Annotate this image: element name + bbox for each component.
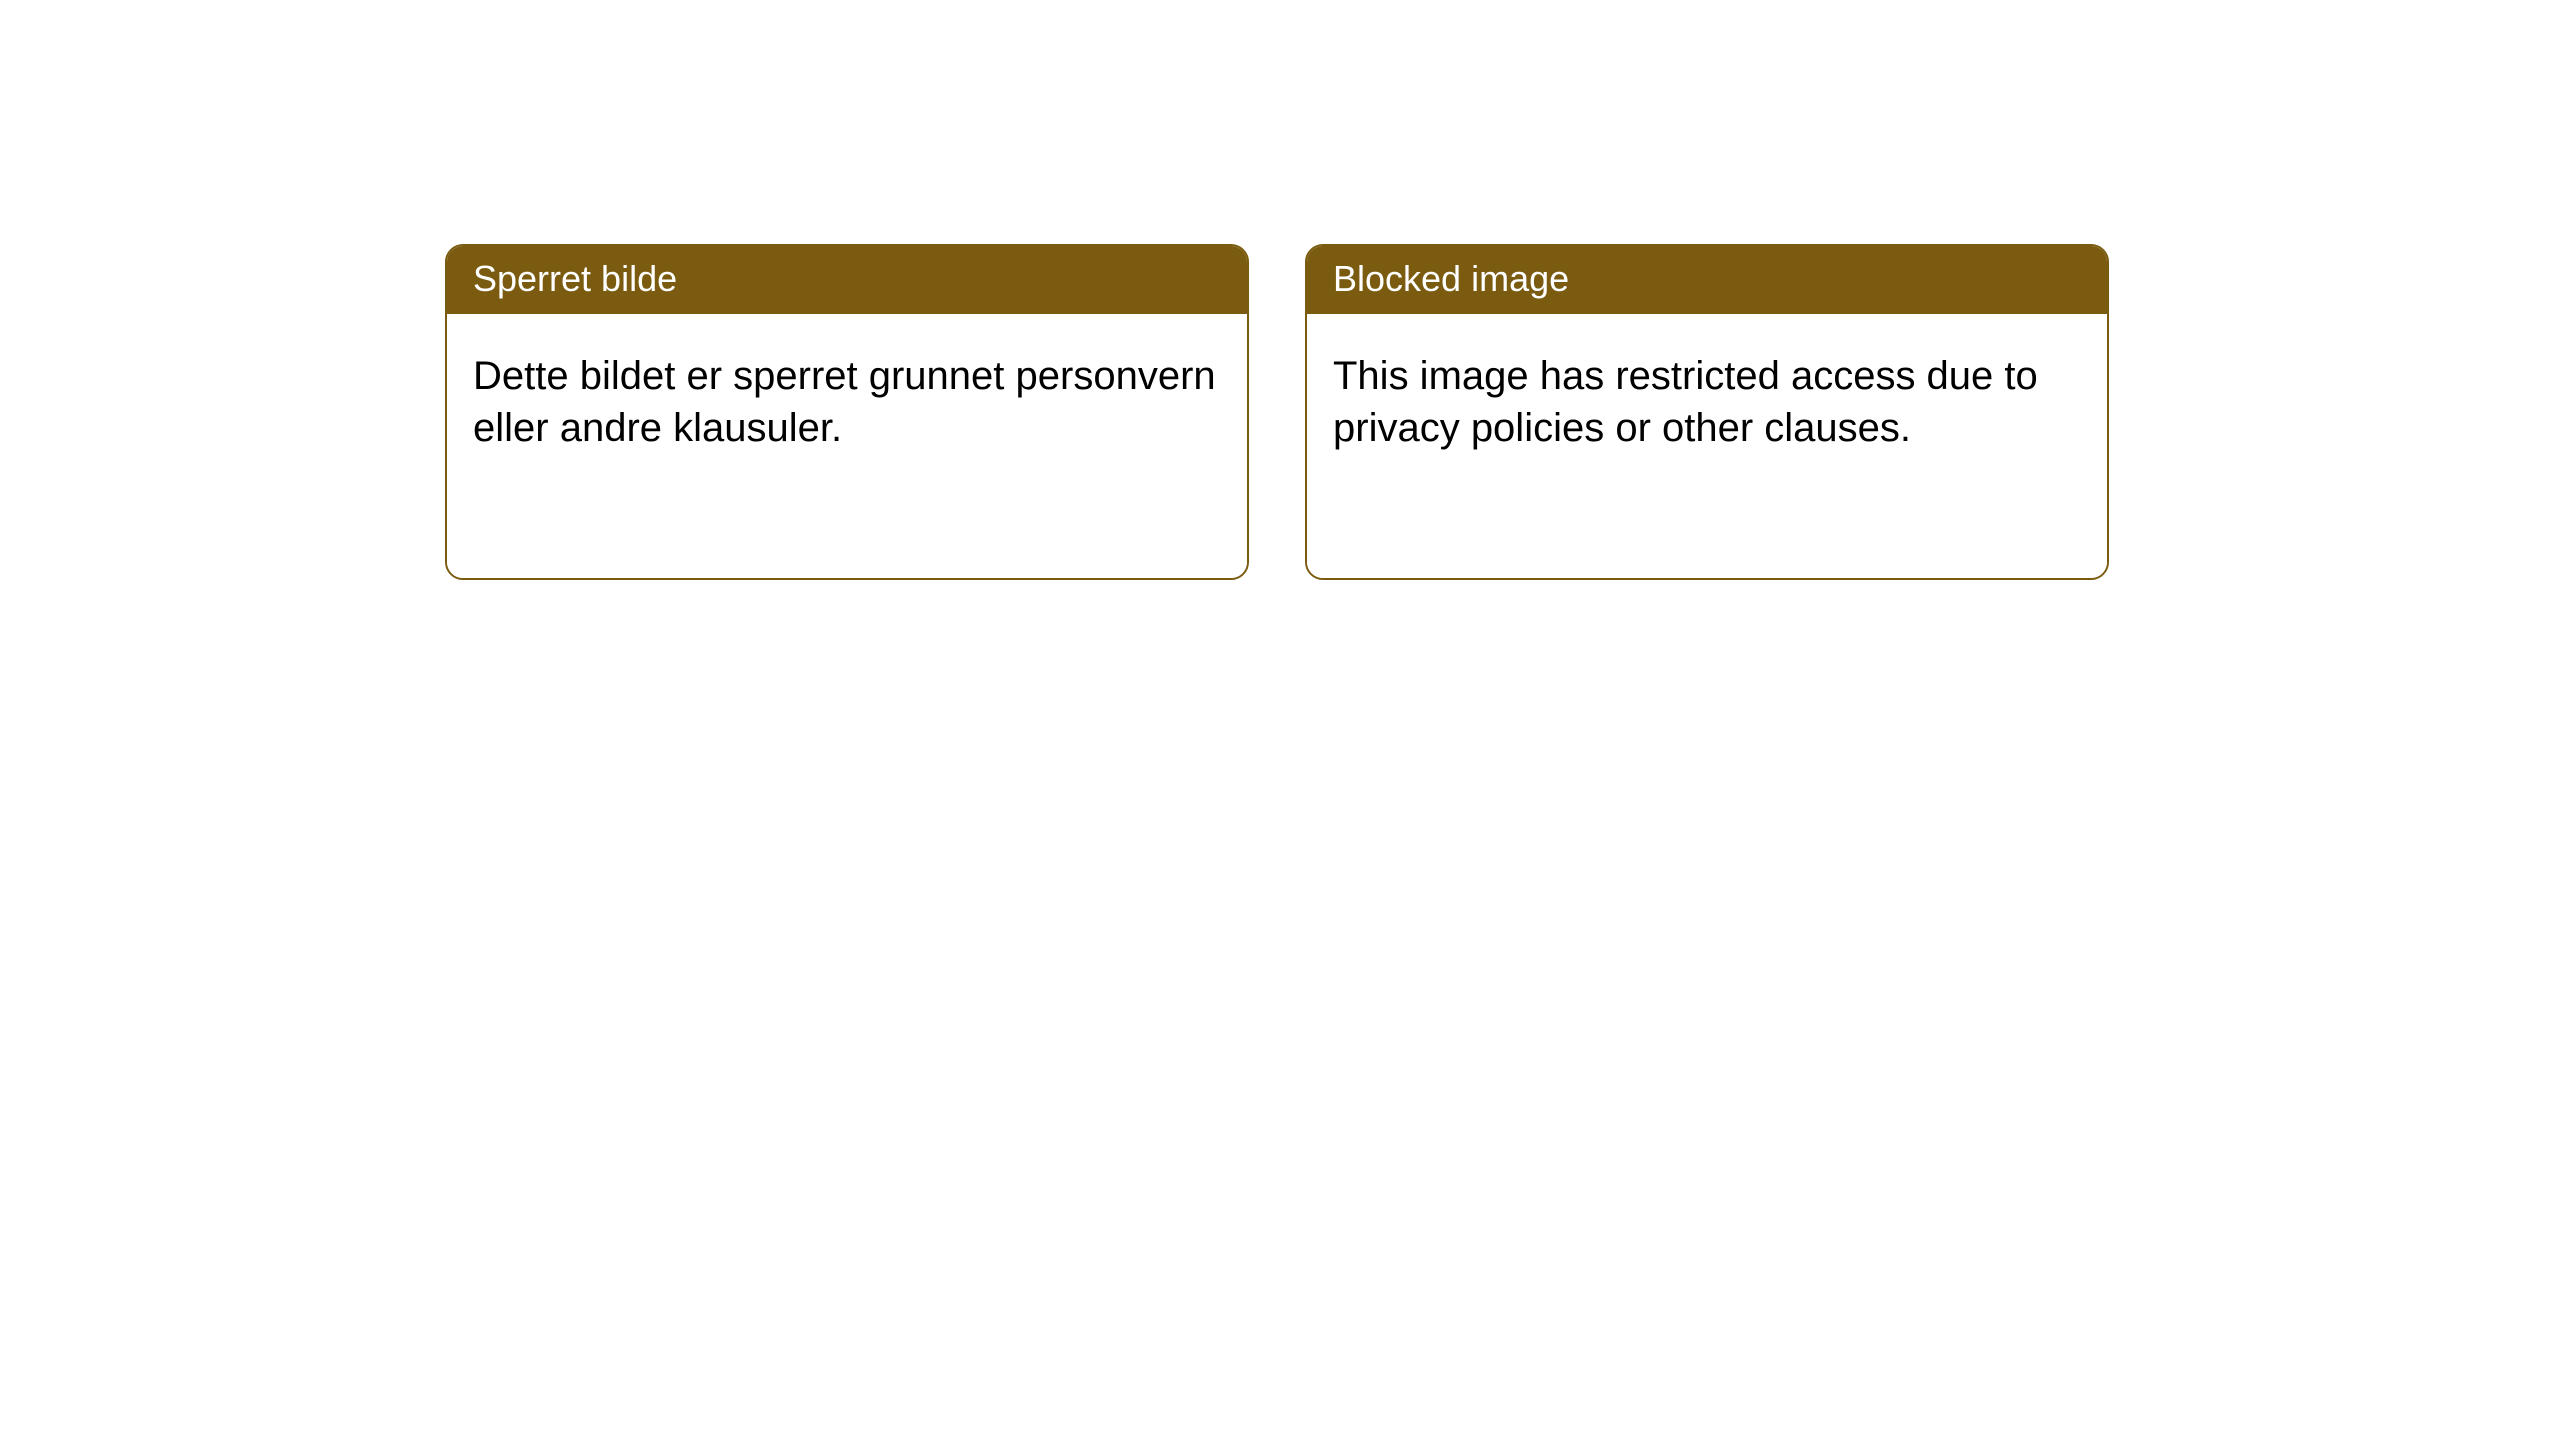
notice-header: Blocked image <box>1307 246 2107 314</box>
notice-header-text: Sperret bilde <box>473 258 677 299</box>
notice-header: Sperret bilde <box>447 246 1247 314</box>
notice-header-text: Blocked image <box>1333 258 1569 299</box>
notice-container: Sperret bilde Dette bildet er sperret gr… <box>0 0 2560 580</box>
notice-body: This image has restricted access due to … <box>1307 314 2107 578</box>
notice-body-text: Dette bildet er sperret grunnet personve… <box>473 354 1216 450</box>
notice-body: Dette bildet er sperret grunnet personve… <box>447 314 1247 578</box>
notice-card-norwegian: Sperret bilde Dette bildet er sperret gr… <box>445 244 1249 580</box>
notice-body-text: This image has restricted access due to … <box>1333 354 2038 450</box>
notice-card-english: Blocked image This image has restricted … <box>1305 244 2109 580</box>
